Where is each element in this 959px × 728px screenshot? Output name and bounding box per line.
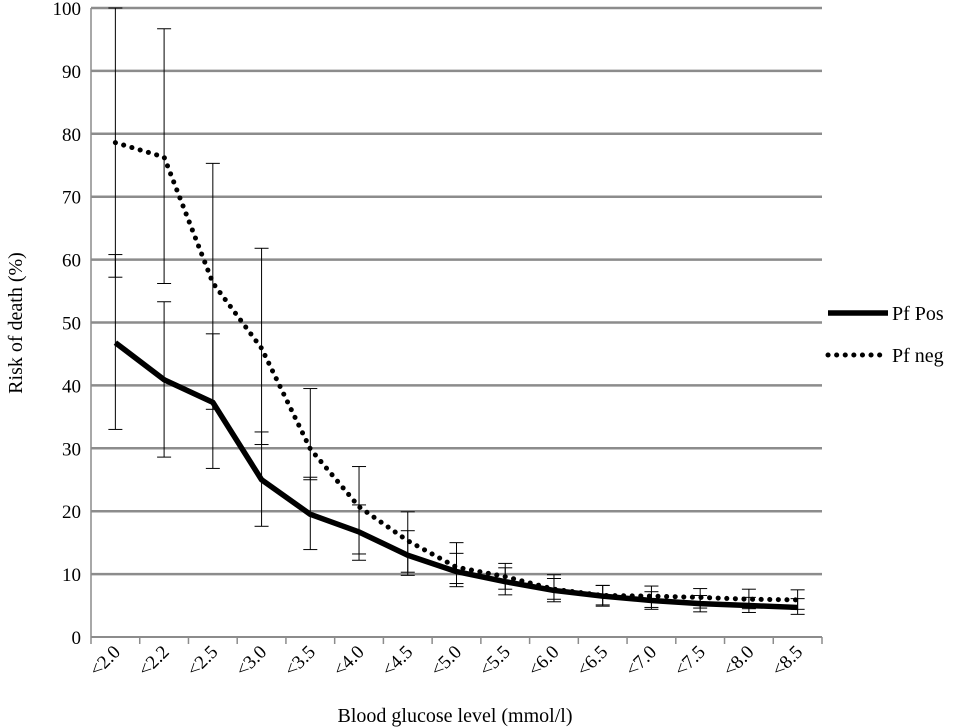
x-tick-labels: <2.0 <2.2 <2.5 <3.0 <3.5 <4.0 <4.5 <5.0 <5.5 <6.0…: [86, 642, 807, 681]
y-tick-labels: 0 10 20 30 40 50 60 70 80 90 100: [53, 0, 82, 649]
y-tick-label: 100: [53, 0, 82, 20]
series-line: [113, 340, 798, 611]
legend-label: Pf Pos: [892, 303, 944, 325]
x-tick-label: <7.0: [622, 642, 661, 681]
y-tick-label: 20: [62, 502, 81, 523]
y-tick-label: 10: [62, 565, 81, 586]
y-tick-label: 40: [62, 376, 81, 397]
y-tick-label: 80: [62, 125, 81, 146]
y-tick-label: 50: [62, 314, 81, 335]
x-tick-label: <8.5: [768, 642, 807, 681]
x-tick-label: <7.5: [670, 642, 709, 681]
x-tick-label: <8.0: [719, 642, 758, 681]
series-line: [112, 140, 801, 603]
x-tick-label: <5.0: [427, 642, 466, 681]
legend: Pf Pos Pf neg: [825, 303, 944, 367]
x-tick-label: <4.0: [329, 642, 368, 681]
y-axis-title: Risk of death (%): [5, 252, 27, 394]
grid-lines: [91, 6, 822, 576]
axes: [90, 8, 823, 644]
x-tick-label: <5.5: [476, 642, 515, 681]
x-tick-label: <6.0: [524, 642, 563, 681]
x-tick-label: <2.0: [86, 642, 125, 681]
y-tick-label: 90: [62, 62, 81, 83]
legend-label: Pf neg: [892, 345, 944, 367]
x-tick-label: <3.0: [232, 642, 271, 681]
y-tick-label: 60: [62, 251, 81, 272]
y-tick-label: 0: [72, 628, 82, 649]
x-tick-label: <6.5: [573, 642, 612, 681]
x-tick-label: <4.5: [378, 642, 417, 681]
x-tick-label: <3.5: [281, 642, 320, 681]
y-tick-label: 70: [62, 188, 81, 209]
y-tick-label: 30: [62, 439, 81, 460]
x-tick-label: <2.5: [183, 642, 222, 681]
series-lines: [112, 140, 801, 611]
x-tick-label: <2.2: [134, 642, 173, 681]
x-axis-title: Blood glucose level (mmol/l): [338, 705, 573, 727]
error-bars: [108, 7, 805, 615]
